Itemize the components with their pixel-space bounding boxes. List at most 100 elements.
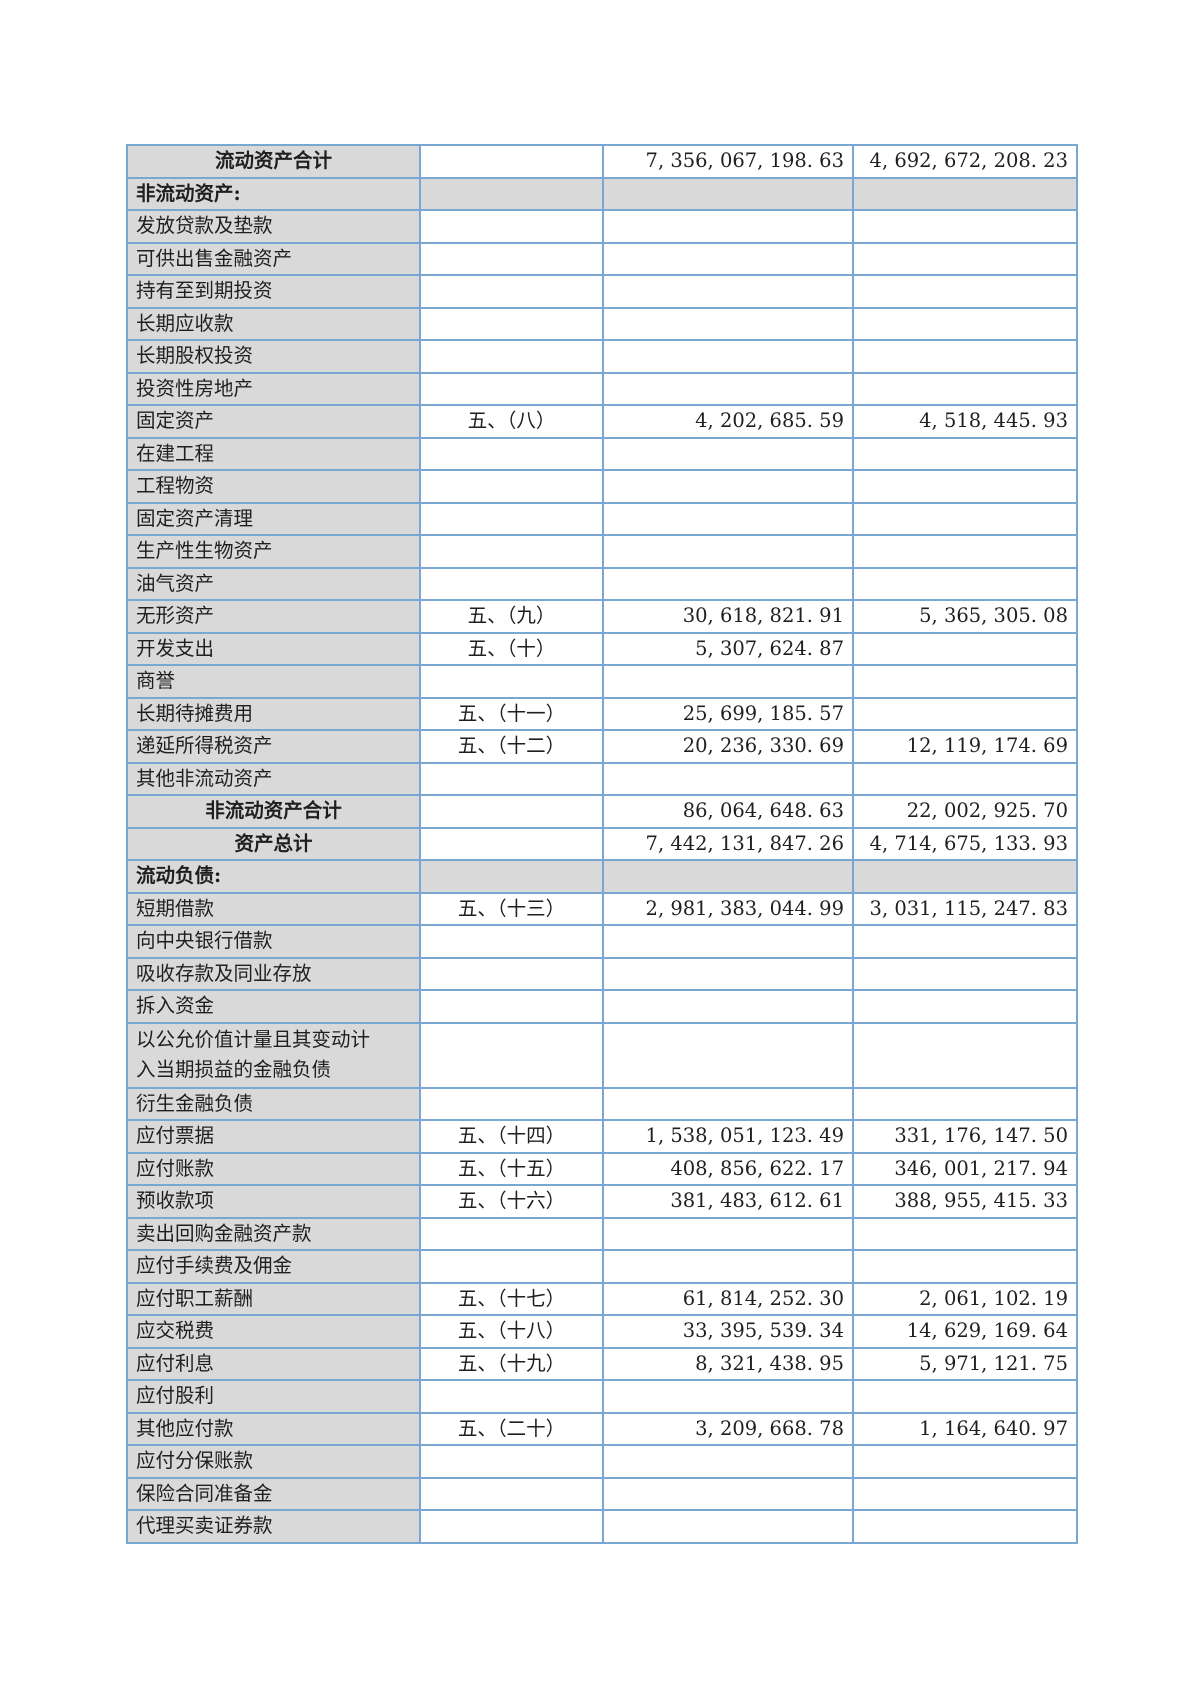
table-row: 短期借款 五、（十三） 2, 981, 383, 044. 99 3, 031, 11… [126,891,1078,926]
row-label: 商誉 [126,664,421,699]
row-prior-value: 5, 971, 121. 75 [852,1346,1078,1381]
row-prior-value [852,1379,1078,1414]
table-row: 工程物资 [126,469,1078,504]
row-current-value: 25, 699, 185. 57 [602,696,854,731]
row-label: 应付票据 [126,1119,421,1154]
row-note: 五、（十八） [419,1314,604,1349]
row-current-value [602,566,854,601]
balance-sheet-table: 流动资产合计 7, 356, 067, 198. 63 4, 692, 672, 2… [126,144,1078,1544]
row-label: 发放贷款及垫款 [126,209,421,244]
row-current-value: 4, 202, 685. 59 [602,404,854,439]
row-prior-value: 14, 629, 169. 64 [852,1314,1078,1349]
row-prior-value [852,924,1078,959]
row-current-value: 7, 442, 131, 847. 26 [602,826,854,861]
row-prior-value: 3, 031, 115, 247. 83 [852,891,1078,926]
row-label: 应付手续费及佣金 [126,1249,421,1284]
row-label: 持有至到期投资 [126,274,421,309]
row-note [419,176,604,211]
row-note: 五、（十二） [419,729,604,764]
row-label: 应付职工薪酬 [126,1281,421,1316]
row-prior-value [852,859,1078,894]
row-label: 无形资产 [126,599,421,634]
row-note [419,1509,604,1544]
table-row: 应付股利 [126,1379,1078,1414]
table-row: 应付手续费及佣金 [126,1249,1078,1284]
table-row: 以公允价值计量且其变动计 入当期损益的金融负债 [126,1021,1078,1089]
row-note [419,1021,604,1089]
row-note [419,469,604,504]
row-current-value [602,989,854,1024]
table-row: 发放贷款及垫款 [126,209,1078,244]
row-prior-value [852,1476,1078,1511]
row-label: 吸收存款及同业存放 [126,956,421,991]
row-prior-value [852,696,1078,731]
table-row: 可供出售金融资产 [126,241,1078,276]
row-current-value: 20, 236, 330. 69 [602,729,854,764]
row-prior-value: 2, 061, 102. 19 [852,1281,1078,1316]
table-row: 生产性生物资产 [126,534,1078,569]
table-row: 长期待摊费用 五、（十一） 25, 699, 185. 57 [126,696,1078,731]
row-label: 应交税费 [126,1314,421,1349]
row-note: 五、（十七） [419,1281,604,1316]
row-current-value [602,176,854,211]
table-row: 应付票据 五、（十四） 1, 538, 051, 123. 49 331, 176, … [126,1119,1078,1154]
row-prior-value [852,631,1078,666]
row-current-value: 3, 209, 668. 78 [602,1411,854,1446]
table-row: 应交税费 五、（十八） 33, 395, 539. 34 14, 629, 169. … [126,1314,1078,1349]
table-row: 开发支出 五、（十） 5, 307, 624. 87 [126,631,1078,666]
table-row: 固定资产 五、（八） 4, 202, 685. 59 4, 518, 445. 93 [126,404,1078,439]
row-current-value: 33, 395, 539. 34 [602,1314,854,1349]
table-row: 卖出回购金融资产款 [126,1216,1078,1251]
table-row: 固定资产清理 [126,501,1078,536]
row-note [419,859,604,894]
row-current-value [602,761,854,796]
table-row: 应付账款 五、（十五） 408, 856, 622. 17 346, 001, 217… [126,1151,1078,1186]
row-note: 五、（十四） [419,1119,604,1154]
row-label: 衍生金融负债 [126,1086,421,1121]
row-note: 五、（十三） [419,891,604,926]
row-prior-value [852,1021,1078,1089]
row-label: 可供出售金融资产 [126,241,421,276]
row-note [419,1086,604,1121]
row-current-value [602,1021,854,1089]
row-label: 应付账款 [126,1151,421,1186]
table-row: 代理买卖证券款 [126,1509,1078,1544]
row-current-value [602,1509,854,1544]
row-current-value: 408, 856, 622. 17 [602,1151,854,1186]
table-row: 非流动资产合计 86, 064, 648. 63 22, 002, 925. 70 [126,794,1078,829]
table-row: 长期股权投资 [126,339,1078,374]
table-row: 投资性房地产 [126,371,1078,406]
row-label: 投资性房地产 [126,371,421,406]
row-current-value [602,534,854,569]
row-prior-value [852,566,1078,601]
row-current-value [602,371,854,406]
row-note: 五、（十九） [419,1346,604,1381]
row-label: 油气资产 [126,566,421,601]
row-note [419,956,604,991]
table-row: 其他应付款 五、（二十） 3, 209, 668. 78 1, 164, 640. 9… [126,1411,1078,1446]
row-note [419,501,604,536]
table-row: 向中央银行借款 [126,924,1078,959]
row-current-value [602,1216,854,1251]
row-prior-value: 4, 714, 675, 133. 93 [852,826,1078,861]
table-row: 持有至到期投资 [126,274,1078,309]
row-current-value [602,339,854,374]
row-label: 生产性生物资产 [126,534,421,569]
row-label: 应付股利 [126,1379,421,1414]
row-note [419,761,604,796]
row-prior-value [852,209,1078,244]
row-note [419,1216,604,1251]
row-prior-value [852,274,1078,309]
row-current-value [602,241,854,276]
row-label: 固定资产 [126,404,421,439]
table-row: 应付分保账款 [126,1444,1078,1479]
table-row: 商誉 [126,664,1078,699]
row-note: 五、（十六） [419,1184,604,1219]
row-prior-value [852,339,1078,374]
row-label: 递延所得税资产 [126,729,421,764]
row-label: 应付分保账款 [126,1444,421,1479]
row-current-value [602,436,854,471]
table-row: 其他非流动资产 [126,761,1078,796]
row-note [419,794,604,829]
